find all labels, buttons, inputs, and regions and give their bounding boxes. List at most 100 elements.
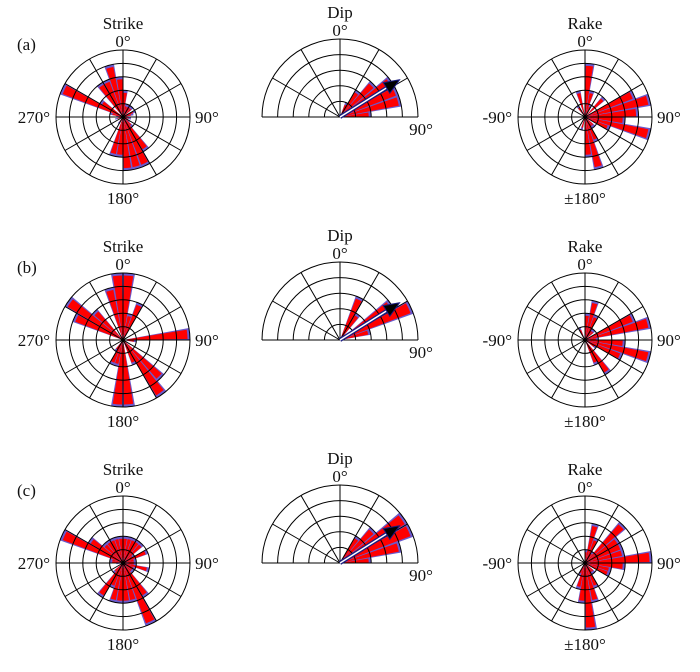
grid-spoke [551, 281, 586, 341]
grid-spoke [584, 562, 644, 597]
direction-label-top: 0° [332, 21, 347, 40]
rose-petal [585, 563, 596, 628]
rose-petal-edge [113, 340, 123, 367]
direction-label-left: 270° [18, 554, 50, 573]
mean-arrow-shaft [339, 85, 390, 118]
rose-petal [340, 298, 362, 340]
rose-petal [123, 275, 134, 340]
rose-petal [117, 117, 123, 155]
direction-label-bottom: ±180° [564, 189, 606, 208]
grid-spoke [584, 504, 619, 564]
rose-petal [123, 340, 134, 405]
grid-spoke [584, 306, 644, 341]
direction-label-bottom: ±180° [564, 412, 606, 431]
rose-petal-edge [113, 536, 123, 563]
rose-petal [340, 558, 369, 563]
panel-label: (a) [17, 35, 36, 54]
subplot-title: Rake [568, 237, 603, 256]
subplot-title: Rake [568, 460, 603, 479]
grid-spoke [584, 281, 619, 341]
rose-petal [123, 92, 127, 117]
grid-spoke [122, 339, 157, 399]
rose-petal [585, 563, 598, 601]
rose-petal [110, 117, 123, 155]
rose-petal [585, 525, 598, 563]
rose-petal [123, 117, 132, 126]
grid-spoke [584, 116, 644, 151]
rose-petal [123, 559, 134, 563]
rose-petal [577, 93, 585, 117]
grid-spoke [122, 504, 157, 564]
subplot-title: Dip [327, 226, 353, 245]
rose-petal [117, 79, 123, 117]
rose-petal [117, 563, 123, 601]
rose-petal-edge [585, 523, 599, 563]
rose-petal [62, 85, 123, 117]
rose-petal-edge [585, 563, 612, 573]
grid-spoke [122, 562, 157, 622]
rose-petal [123, 117, 147, 150]
rose-petal [585, 563, 594, 572]
grid-spoke [122, 306, 182, 341]
rose-petal [112, 559, 123, 563]
rose-petal [112, 113, 123, 117]
subplot-title: Dip [327, 449, 353, 468]
rose-petal [94, 311, 123, 340]
direction-label-right: 90° [195, 108, 219, 127]
rose-petal [340, 112, 369, 117]
grid-spoke [89, 116, 124, 176]
mean-arrow-shaft [339, 531, 390, 564]
rose-petal-edge [123, 563, 137, 603]
rose-petal-edge [109, 112, 123, 117]
rose-petal [123, 563, 147, 571]
grid-spoke [300, 49, 341, 118]
direction-label-left: -90° [483, 331, 512, 350]
rose-petal [340, 529, 374, 563]
mean-arrow-head [382, 79, 401, 95]
rose-petal-edge [123, 113, 134, 117]
rose-petal [123, 563, 129, 601]
rose-petal [585, 539, 618, 563]
rose-petal-edge [585, 90, 595, 117]
grid-spoke [64, 562, 124, 597]
grid-spoke [89, 504, 124, 564]
rose-petal-edge [123, 536, 133, 563]
rose-petal [585, 340, 609, 373]
grid-spoke [526, 306, 586, 341]
rose-petal-edge [123, 558, 137, 563]
rose-petal [585, 117, 594, 126]
grid-spoke [584, 529, 644, 564]
rose-petal-edge [585, 117, 652, 141]
rose-petal [581, 117, 585, 128]
subplot-title: Strike [103, 460, 144, 479]
subplot-title: Rake [568, 14, 603, 33]
grid-spoke [584, 83, 644, 118]
rose-petal [585, 552, 650, 563]
grid-spoke [584, 339, 619, 399]
direction-label-right: 90° [409, 120, 433, 139]
direction-label-top: 0° [332, 244, 347, 263]
rose-petal [585, 340, 623, 346]
direction-label-right: 90° [409, 566, 433, 585]
grid-spoke [526, 116, 586, 151]
rose-petal-edge [123, 117, 142, 170]
grid-spoke [551, 116, 586, 176]
direction-label-right: 90° [409, 343, 433, 362]
grid-spoke [584, 562, 619, 622]
panel-label: (b) [17, 258, 37, 277]
rose-petal [585, 95, 649, 117]
grid-spoke [526, 562, 586, 597]
direction-label-top: 0° [332, 467, 347, 486]
grid-spoke [89, 562, 124, 622]
grid-spoke [272, 523, 341, 564]
grid-spoke [122, 116, 157, 176]
rose-petal [123, 106, 127, 117]
grid-spoke [64, 83, 124, 118]
rose-petal-edge [104, 287, 123, 340]
grid-spoke [89, 281, 124, 341]
